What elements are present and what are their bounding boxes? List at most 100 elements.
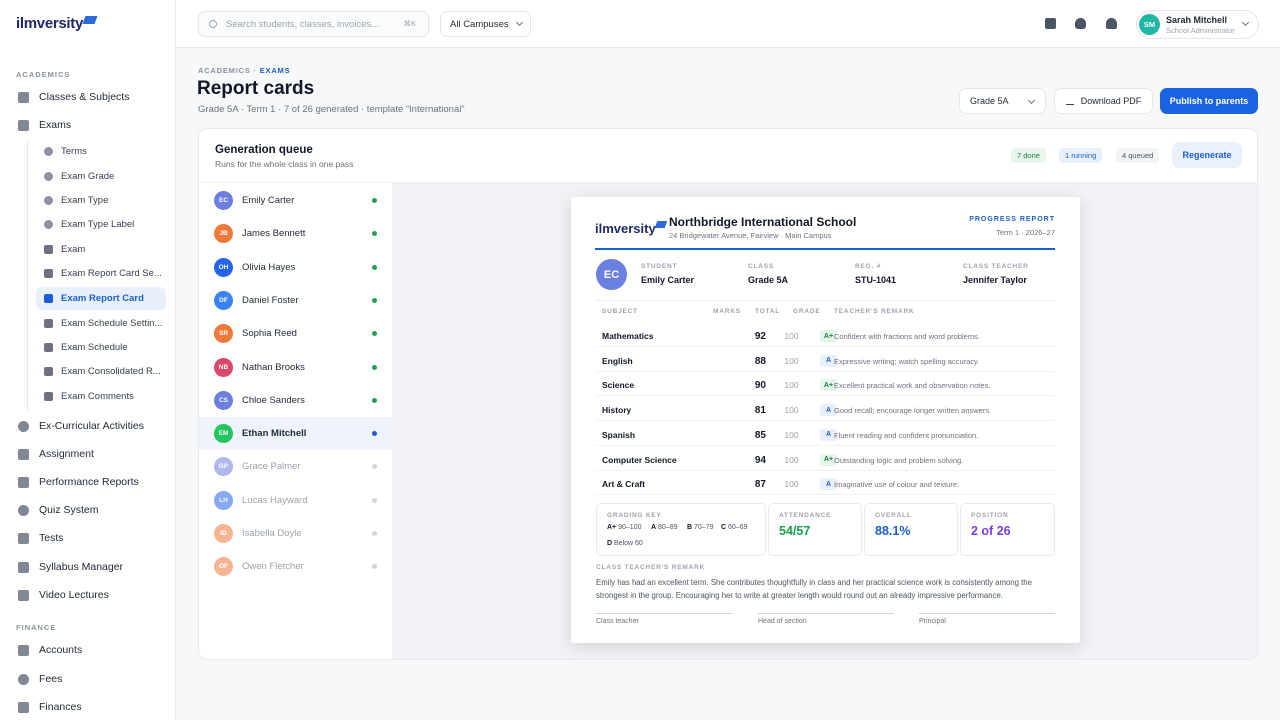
status-dot-icon xyxy=(372,397,377,403)
remark-cell: Imaginative use of colour and texture. xyxy=(834,480,960,490)
search-input[interactable]: Search students, classes, invoices... ⌘K xyxy=(198,11,429,37)
status-dot-icon xyxy=(372,364,377,370)
publish-button[interactable]: Publish to parents xyxy=(1160,88,1258,114)
gear-icon xyxy=(44,196,53,205)
grading-key-label: GRADING KEY xyxy=(607,512,662,519)
status-dot-icon xyxy=(372,431,377,437)
brand-logo[interactable]: ilmversity xyxy=(16,15,98,35)
signature-label: Principal xyxy=(919,618,946,625)
sidebar-sub-schedule-settings[interactable]: Exam Schedule Settin... xyxy=(36,312,166,335)
table-row: English 88 100 A Expressive writing; watch s… xyxy=(595,348,1055,372)
student-row[interactable]: DF Daniel Foster xyxy=(199,284,392,317)
sidebar-item-label: Fees xyxy=(39,673,63,685)
campus-select[interactable]: All Campuses xyxy=(440,11,531,37)
sidebar-item-classes-subjects[interactable]: Classes & Subjects xyxy=(0,84,176,110)
student-row[interactable]: GP Grace Palmer xyxy=(199,450,392,483)
grade-badge: A+ xyxy=(820,453,837,466)
student-row[interactable]: JB James Bennett xyxy=(199,217,392,250)
table-row: Mathematics 92 100 A+ Confident with fractio… xyxy=(595,323,1055,347)
signature-line: Head of section xyxy=(758,613,894,625)
sidebar-sub-exam-grade[interactable]: Exam Grade xyxy=(36,165,166,188)
sidebar-item-finances[interactable]: Finances xyxy=(0,694,176,720)
download-pdf-button[interactable]: Download PDF xyxy=(1054,88,1153,114)
report-term: Term 1 · 2026–27 xyxy=(996,228,1055,237)
sidebar-item-tests[interactable]: Tests xyxy=(0,525,176,551)
generation-panel: Generation queue Runs for the whole clas… xyxy=(198,128,1258,660)
sub-label: Exam Grade xyxy=(61,171,115,182)
student-name: Daniel Foster xyxy=(242,294,299,306)
sidebar-item-assignment[interactable]: Assignment xyxy=(0,441,176,467)
sidebar-item-ex-curricular[interactable]: Ex-Curricular Activities xyxy=(0,413,176,439)
signature-label: Head of section xyxy=(758,618,807,625)
attendance-value: 54/57 xyxy=(779,524,811,538)
sidebar-sub-consolidated[interactable]: Exam Consolidated R... xyxy=(36,360,166,383)
subject-cell: History xyxy=(602,405,632,416)
ledger-icon xyxy=(18,644,29,656)
student-row[interactable]: NB Nathan Brooks xyxy=(199,351,392,384)
sidebar-sub-exam-type-label[interactable]: Exam Type Label xyxy=(36,213,166,236)
done-badge: 7 done xyxy=(1011,148,1046,163)
sidebar-item-fees[interactable]: Fees xyxy=(0,666,176,692)
position-box: POSITION 2 of 26 xyxy=(960,503,1055,556)
grid-icon[interactable] xyxy=(1045,18,1056,29)
student-row[interactable]: EM Ethan Mitchell xyxy=(199,417,392,451)
col-header-subject: SUBJECT xyxy=(602,308,638,315)
field-label-reg: REG. # xyxy=(855,263,882,270)
student-row[interactable]: SR Sophia Reed xyxy=(199,317,392,350)
user-menu[interactable]: SM Sarah Mitchell School Administrator xyxy=(1136,10,1259,39)
status-dot-icon xyxy=(372,198,377,203)
grading-key-box: GRADING KEY A+ 90–100 A 80–89 B 70–79 C … xyxy=(596,503,766,556)
attendance-box: ATTENDANCE 54/57 xyxy=(768,503,862,556)
avatar: SM xyxy=(1139,14,1160,35)
section-label-academics: ACADEMICS xyxy=(16,70,71,79)
marks-cell: 88 xyxy=(754,355,766,367)
queue-title: Generation queue xyxy=(215,144,313,156)
grade-badge: A+ xyxy=(820,330,837,342)
sidebar-item-quiz[interactable]: Quiz System xyxy=(0,497,176,523)
bell-icon[interactable] xyxy=(1106,18,1117,29)
grading-key-item: D Below 60 xyxy=(607,540,643,547)
sidebar-sub-report-card-settings[interactable]: Exam Report Card Se... xyxy=(36,262,166,285)
gear-icon xyxy=(44,147,53,156)
grade-select[interactable]: Grade 5A xyxy=(959,88,1046,114)
document-icon xyxy=(18,119,29,131)
sidebar-item-label: Ex-Curricular Activities xyxy=(39,420,145,432)
status-dot-icon xyxy=(372,264,377,270)
sidebar-sub-comments[interactable]: Exam Comments xyxy=(36,385,166,408)
sidebar-item-syllabus[interactable]: Syllabus Manager xyxy=(0,554,176,580)
page-title: Report cards xyxy=(197,78,315,99)
sidebar-sub-exam-type[interactable]: Exam Type xyxy=(36,189,166,212)
sub-label: Exam Schedule Settin... xyxy=(61,318,163,329)
sub-label: Exam Type xyxy=(61,195,109,206)
total-cell: 100 xyxy=(784,479,799,490)
student-name: Chloe Sanders xyxy=(242,394,305,406)
breadcrumb-parent[interactable]: ACADEMICS xyxy=(198,66,251,75)
sidebar-sub-terms[interactable]: Terms xyxy=(36,140,166,163)
sidebar-item-label: Quiz System xyxy=(39,504,99,516)
sidebar-sub-exam[interactable]: Exam xyxy=(36,238,166,261)
student-row[interactable]: EC Emily Carter xyxy=(199,184,392,217)
sidebar-item-exams[interactable]: Exams xyxy=(0,112,176,138)
book-icon xyxy=(18,561,29,573)
headset-icon[interactable] xyxy=(1075,18,1086,29)
student-row[interactable]: OF Owen Fletcher xyxy=(199,550,392,583)
sidebar-item-performance[interactable]: Performance Reports xyxy=(0,469,176,495)
table-row: Computer Science 94 100 A+ Outstanding logic… xyxy=(595,447,1055,471)
sidebar-sub-schedule[interactable]: Exam Schedule xyxy=(36,336,166,359)
student-avatar: CS xyxy=(214,390,233,410)
sidebar-sub-report-card[interactable]: Exam Report Card xyxy=(36,287,166,310)
student-row[interactable]: LH Lucas Hayward xyxy=(199,484,392,517)
student-row[interactable]: CS Chloe Sanders xyxy=(199,384,392,417)
status-dot-icon xyxy=(372,297,377,303)
grade-badge: A xyxy=(820,354,837,367)
student-row[interactable]: ID Isabella Doyle xyxy=(199,517,392,550)
sidebar-item-video[interactable]: Video Lectures xyxy=(0,582,176,608)
status-dot-icon xyxy=(372,331,377,337)
student-row[interactable]: OH Olivia Hayes xyxy=(199,251,392,284)
subject-cell: Art & Craft xyxy=(602,479,645,490)
queue-subtitle: Runs for the whole class in one pass xyxy=(215,159,354,169)
regenerate-button[interactable]: Regenerate xyxy=(1172,142,1242,168)
sidebar-item-accounts[interactable]: Accounts xyxy=(0,637,176,663)
dollar-icon xyxy=(18,673,29,685)
remark-cell: Confident with fractions and word proble… xyxy=(834,332,980,341)
